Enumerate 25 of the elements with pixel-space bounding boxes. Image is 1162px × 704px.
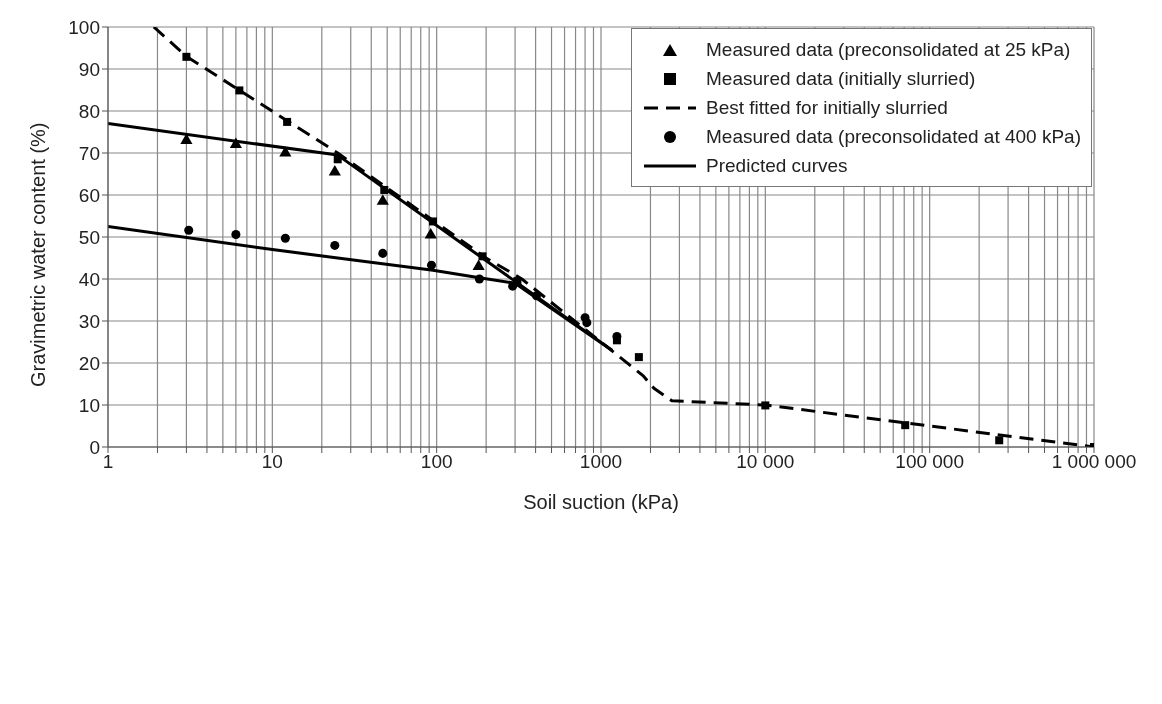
- x-tick-label: 10 000: [736, 451, 795, 473]
- y-tick-label: 70: [78, 142, 100, 164]
- legend-label: Measured data (initially slurried): [706, 67, 976, 90]
- legend-label: Best fitted for initially slurried: [706, 96, 948, 119]
- y-tick-label: 100: [68, 16, 100, 38]
- x-axis-title: Soil suction (kPa): [523, 491, 679, 513]
- x-tick-label: 100 000: [895, 451, 965, 473]
- y-tick-label: 40: [78, 268, 100, 290]
- legend-label: Predicted curves: [706, 154, 848, 177]
- x-tick-label: 100: [420, 451, 453, 473]
- y-tick-label: 80: [78, 100, 100, 122]
- y-axis-title: Gravimetric water content (%): [27, 122, 50, 387]
- legend-label: Measured data (preconsolidated at 400 kPa): [706, 125, 1081, 148]
- y-tick-label: 30: [78, 310, 100, 332]
- legend-label: Measured data (preconsolidated at 25 kPa): [706, 38, 1071, 61]
- x-tick-label: 1 000 000: [1051, 451, 1137, 473]
- x-tick-label: 1: [102, 451, 114, 473]
- y-tick-label: 20: [78, 352, 100, 374]
- y-tick-label: 60: [78, 184, 100, 206]
- x-tick-label: 1000: [579, 451, 623, 473]
- y-tick-label: 90: [78, 58, 100, 80]
- y-tick-label: 50: [78, 226, 100, 248]
- y-tick-label: 0: [89, 436, 100, 458]
- y-tick-label: 10: [78, 394, 100, 416]
- x-tick-label: 10: [261, 451, 283, 473]
